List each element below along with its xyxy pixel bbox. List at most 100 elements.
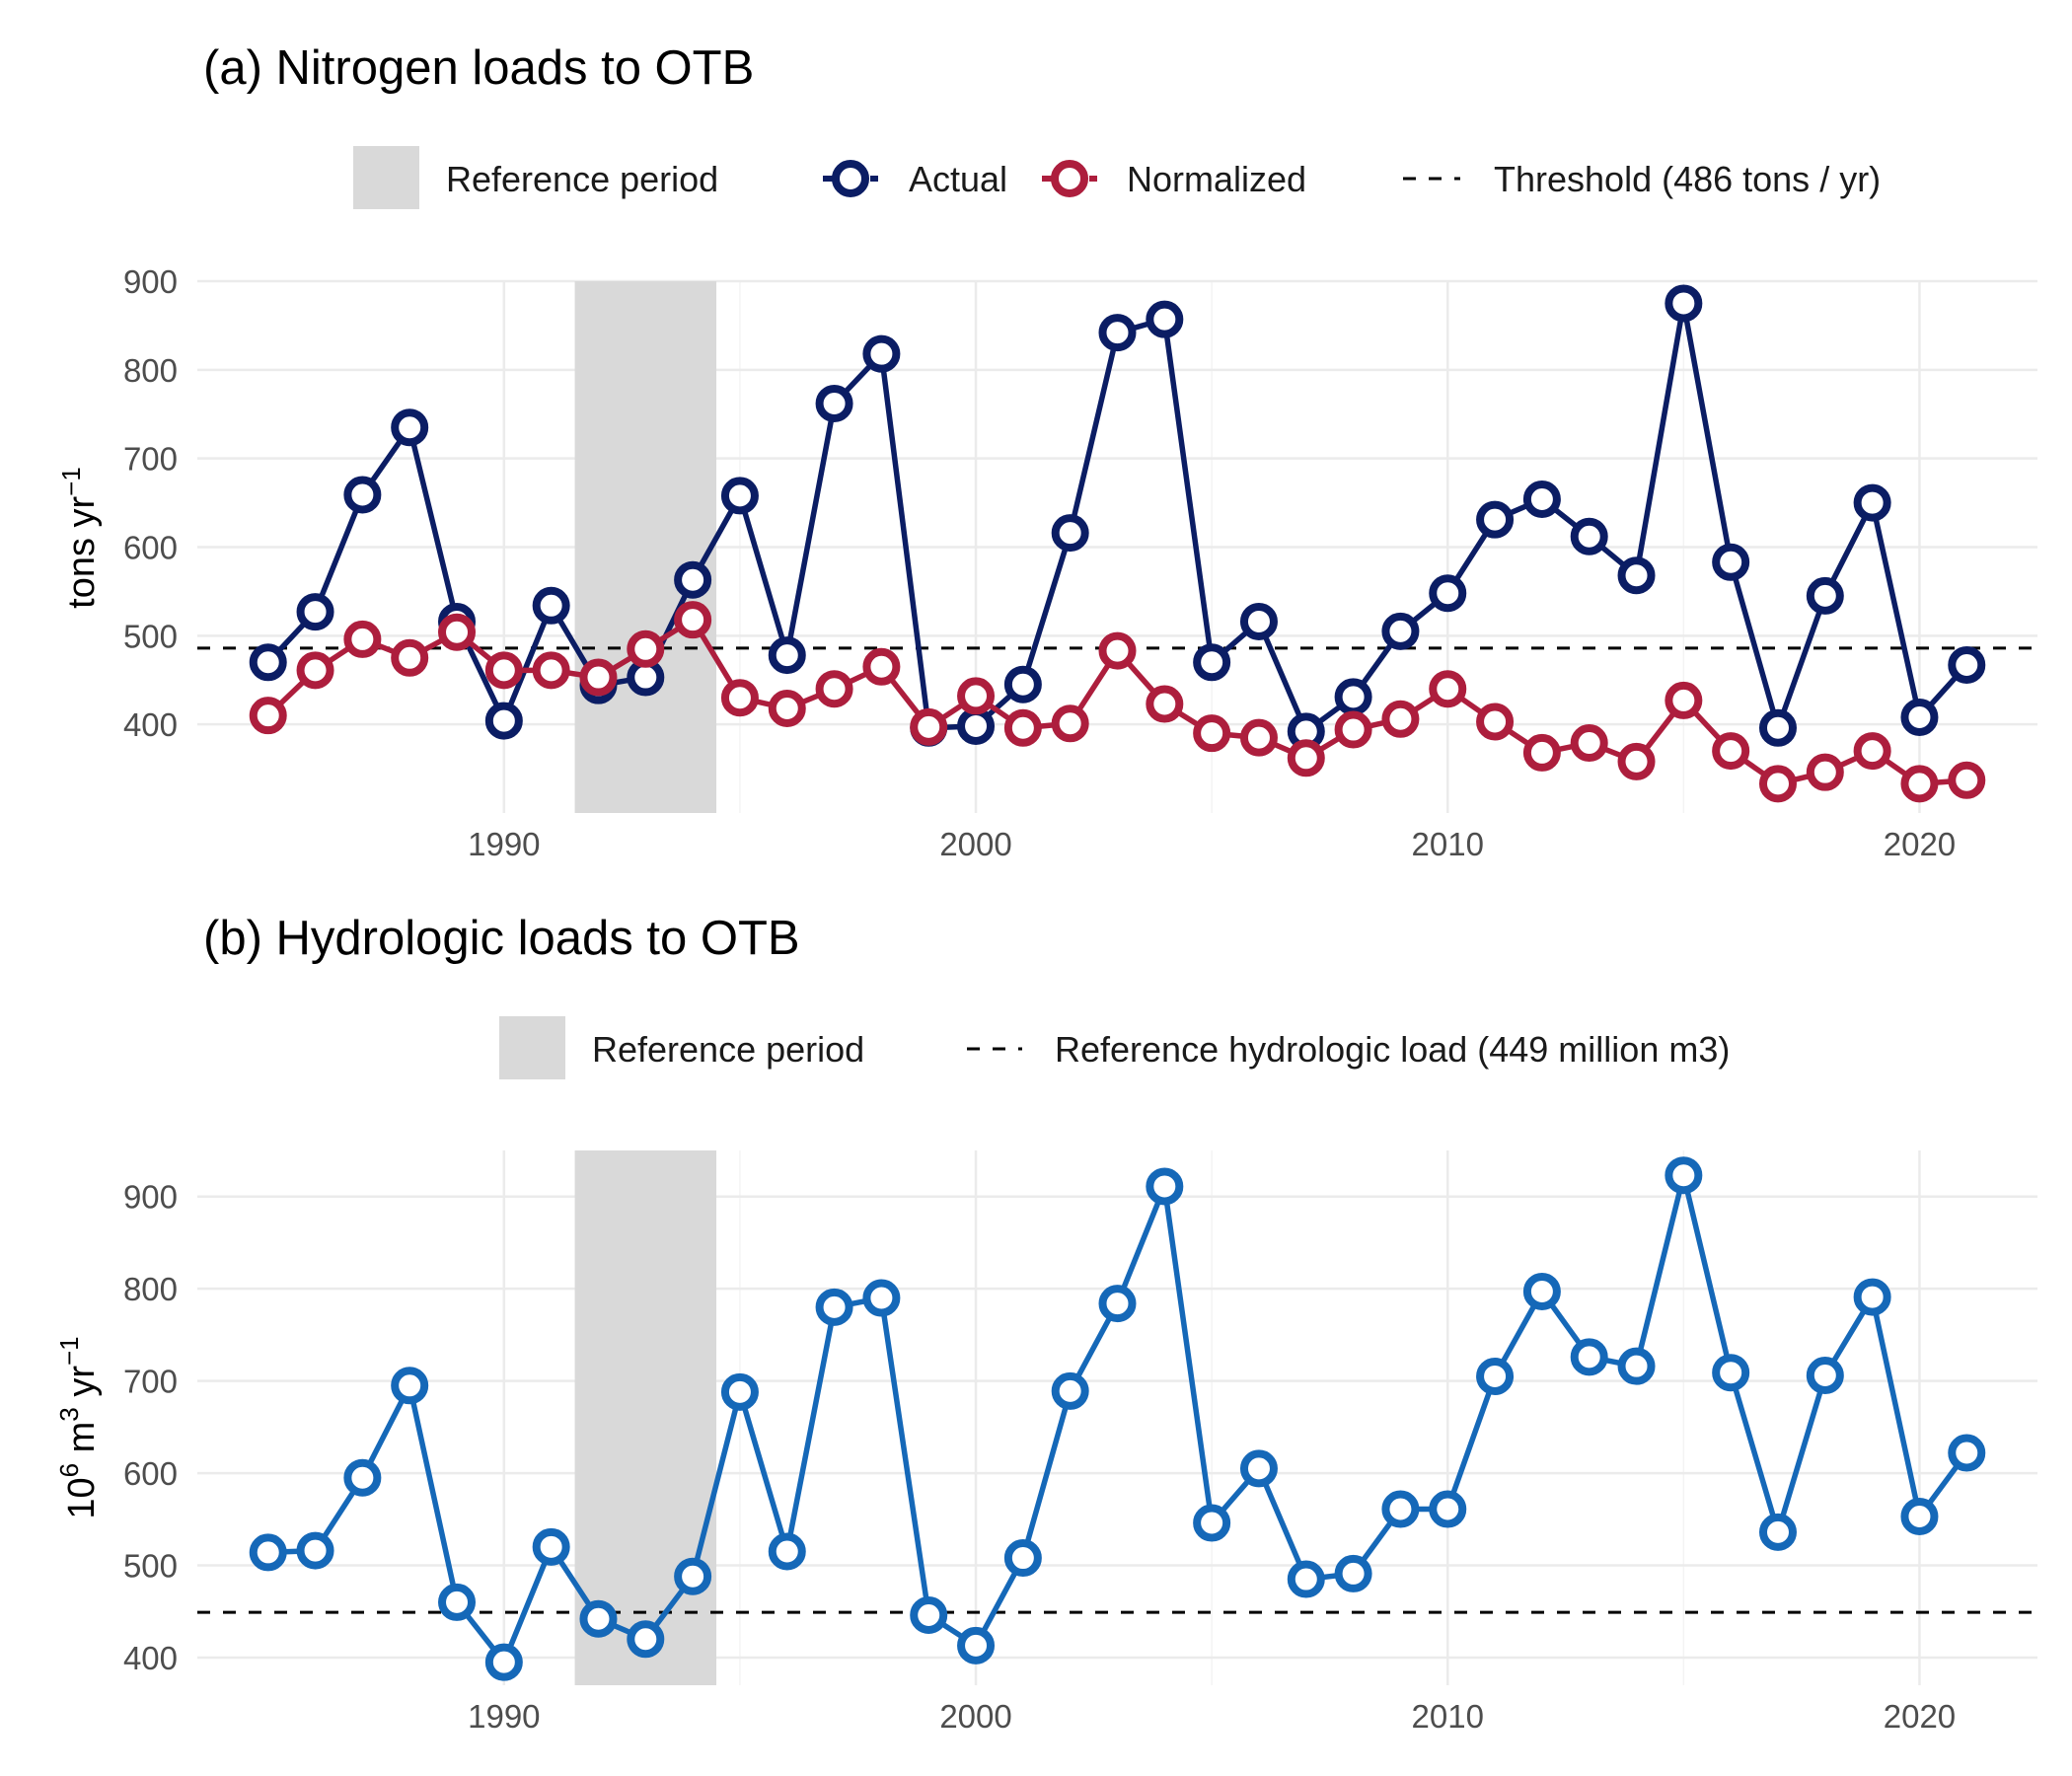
panel-a-series-0-point	[815, 384, 853, 422]
panel-b-reference-period-band	[574, 1150, 717, 1685]
panel-a: (a) Nitrogen loads to OTB Reference peri…	[56, 41, 2037, 862]
panel-b-series-0-point	[1193, 1504, 1231, 1542]
panel-a-series-1-point	[910, 707, 948, 746]
panel-a-series-1-point	[1522, 733, 1561, 772]
legend-actual-marker	[832, 160, 869, 197]
panel-b-series-0-point	[484, 1643, 523, 1681]
panel-a-x-tick-label: 2020	[1884, 826, 1956, 862]
panel-b-series-0-point	[1239, 1449, 1278, 1488]
panel-b-series-0-point	[391, 1367, 429, 1405]
panel-a-series-1-point	[1570, 724, 1608, 763]
panel-a-series-1-point	[1617, 742, 1656, 780]
panel-b-series-0-point	[1570, 1338, 1608, 1376]
legend-actual-label: Actual	[909, 159, 1007, 199]
panel-b-y-tick-label: 500	[123, 1548, 178, 1585]
panel-a-series-1-point	[957, 677, 996, 715]
panel-a-x-tick-label: 2010	[1412, 826, 1484, 862]
panel-b-series-0-point	[1617, 1347, 1656, 1385]
panel-b-series-0-point	[1476, 1357, 1515, 1395]
panel-a-series-0-point	[1381, 612, 1420, 650]
panel-a-series-0-point	[1617, 556, 1656, 595]
panel-b-series-0-point	[1051, 1371, 1089, 1410]
panel-a-series-1-point	[1712, 732, 1750, 771]
panel-a-series-1-point	[1948, 761, 1986, 799]
panel-a-y-axis-label: tons yr−1	[56, 467, 103, 609]
panel-a-series-1-point	[720, 679, 759, 717]
panel-a-series-1-point	[862, 647, 901, 686]
panel-a-series-1-point	[815, 670, 853, 708]
panel-a-series-0-point	[1193, 643, 1231, 682]
panel-a-series-0-point	[532, 586, 570, 625]
panel-a-y-tick-label: 900	[123, 263, 178, 300]
panel-b-series-0-point	[579, 1599, 618, 1638]
panel-b-series-0-point	[1146, 1167, 1184, 1206]
legend-reference-period-label-b: Reference period	[592, 1029, 864, 1070]
panel-a-series-1-point	[343, 620, 382, 658]
panel-a-series-0-point	[343, 476, 382, 514]
panel-b-series-0-point	[1098, 1285, 1137, 1323]
panel-b-series-0-point	[1522, 1272, 1561, 1310]
panel-b-series-0-point	[627, 1620, 665, 1659]
panel-a-series-1-point	[1853, 732, 1891, 771]
panel-a-series-0-point	[862, 334, 901, 373]
panel-b-series-0-point	[1665, 1156, 1703, 1195]
panel-a-reference-period-band	[574, 281, 717, 813]
panel-a-series-1-point	[296, 651, 334, 690]
legend-reference-load-label: Reference hydrologic load (449 million m…	[1055, 1029, 1730, 1070]
panel-b-x-tick-label: 2000	[939, 1698, 1011, 1735]
panel-b-series-0-point	[1758, 1513, 1797, 1551]
panel-b-plot: 400 500 600 700 800 900 1990 2000 2010 2020	[123, 1150, 2037, 1735]
panel-a-series-1-point	[1193, 714, 1231, 753]
panel-a-series-1-point	[391, 638, 429, 677]
panel-b-y-tick-label: 800	[123, 1271, 178, 1307]
panel-b-y-tick-label: 700	[123, 1364, 178, 1400]
panel-a-y-tick-label: 700	[123, 441, 178, 478]
panel-b-series-0-point	[674, 1557, 712, 1595]
panel-a-series-0-point	[1853, 483, 1891, 522]
panel-a-series-1-point	[1429, 670, 1467, 708]
panel-b-series-0-point	[1381, 1490, 1420, 1528]
panel-a-series-1-point	[1381, 700, 1420, 738]
panel-b-series-0-point	[532, 1527, 570, 1566]
panel-b-y-tick-label: 400	[123, 1640, 178, 1676]
legend-reference-period-swatch-b	[499, 1016, 565, 1079]
panel-a-series-1-point	[1146, 685, 1184, 723]
panel-a-series-0-point	[1806, 576, 1844, 615]
panel-b-series-0-point	[957, 1626, 996, 1665]
panel-b-series-0-point	[1948, 1434, 1986, 1472]
panel-a-series-1-point	[1239, 718, 1278, 757]
panel-a-x-tick-label: 1990	[468, 826, 540, 862]
panel-a-series-0-point	[768, 636, 806, 675]
panel-a-series-1-point	[1758, 765, 1797, 803]
panel-a-series-0-point	[1712, 543, 1750, 581]
panel-b-series-0-point	[720, 1372, 759, 1411]
legend-normalized-marker	[1051, 160, 1088, 197]
panel-a-plot: 400 500 600 700 800 900 1990 2000 2010 2020	[123, 263, 2037, 862]
panel-a-series-0-point	[1900, 698, 1939, 736]
panel-a-series-1-point	[438, 613, 477, 651]
panel-a-series-0-point	[1239, 602, 1278, 640]
panel-a-y-tick-label: 500	[123, 618, 178, 654]
panel-a-series-0-point	[1522, 480, 1561, 518]
panel-a-y-tick-label: 400	[123, 706, 178, 743]
panel-b-series-0-point	[815, 1288, 853, 1326]
panel-a-series-0-point	[1570, 517, 1608, 555]
panel-a-series-1-point	[1900, 765, 1939, 803]
panel-a-series-0-point	[1098, 314, 1137, 352]
legend-reference-period-swatch	[353, 146, 419, 209]
panel-a-legend: Reference period Actual Normalized Thres…	[353, 146, 1881, 209]
panel-b-series-0-point	[862, 1279, 901, 1317]
panel-a-x-tick-label: 2000	[939, 826, 1011, 862]
panel-b-y-tick-label: 600	[123, 1455, 178, 1492]
panel-a-series-1-point	[1003, 708, 1042, 747]
panel-a-series-0-point	[1758, 708, 1797, 747]
panel-a-series-0-point	[391, 408, 429, 447]
panel-b-y-axis-label: 106 m3 yr−1	[54, 1336, 103, 1518]
legend-reference-period-label: Reference period	[446, 159, 718, 199]
panel-b: (b) Hydrologic loads to OTB Reference pe…	[54, 912, 2037, 1735]
panel-a-series-0-point	[1665, 284, 1703, 323]
panel-b-x-tick-label: 1990	[468, 1698, 540, 1735]
panel-b-series-0-point	[249, 1533, 287, 1572]
panel-a-series-1-point	[249, 697, 287, 735]
panel-b-series-0-point	[438, 1583, 477, 1621]
